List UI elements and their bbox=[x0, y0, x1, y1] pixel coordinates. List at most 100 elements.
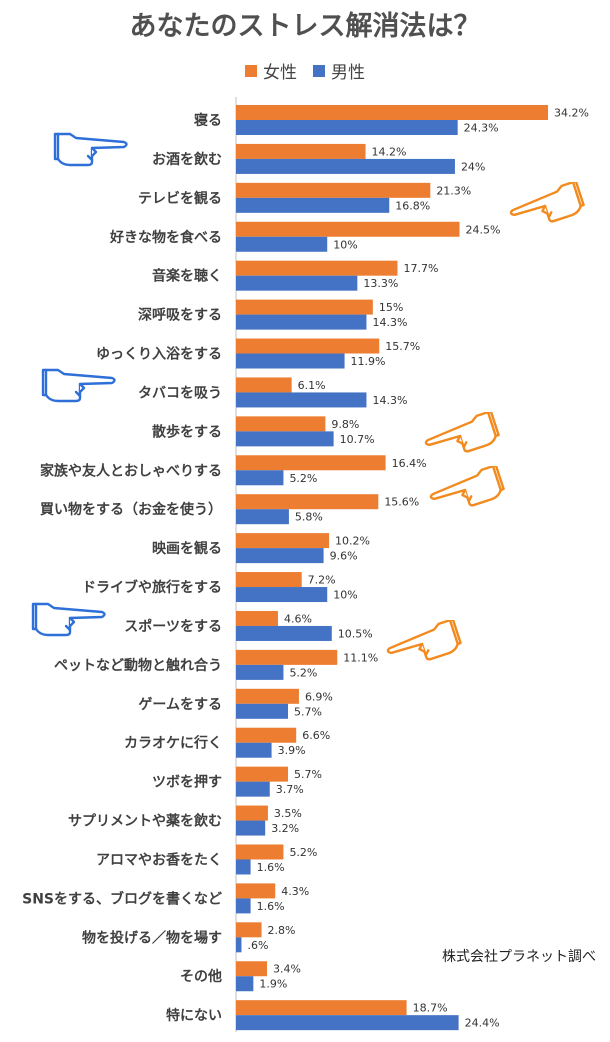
bar-female bbox=[236, 143, 366, 159]
value-label-female: 14.2% bbox=[372, 145, 407, 158]
category-label: ゲームをする bbox=[138, 696, 222, 713]
value-label-male: 10.7% bbox=[340, 433, 375, 446]
value-label-female: 4.3% bbox=[281, 885, 309, 898]
value-label-male: 5.2% bbox=[289, 472, 317, 485]
bar-female bbox=[236, 338, 380, 354]
legend-swatch-female bbox=[245, 64, 257, 77]
bar-male bbox=[236, 431, 334, 447]
bar-female bbox=[236, 221, 460, 237]
legend-item-male: 男性 bbox=[313, 58, 365, 83]
value-label-male: 14.3% bbox=[372, 394, 407, 407]
bar-male bbox=[236, 353, 345, 369]
category-label: 散歩をする bbox=[152, 423, 222, 440]
value-label-male: 5.7% bbox=[294, 705, 322, 718]
bar-female bbox=[236, 766, 288, 782]
bar-female bbox=[236, 610, 278, 626]
bar-male bbox=[236, 509, 289, 525]
value-label-male: 24.4% bbox=[465, 1017, 500, 1030]
category-label: お酒を飲む bbox=[152, 151, 222, 168]
value-label-female: 6.9% bbox=[305, 690, 333, 703]
value-label-male: 1.6% bbox=[257, 900, 285, 913]
bar-female bbox=[236, 377, 292, 393]
bar-male bbox=[236, 158, 455, 174]
bar-female bbox=[236, 688, 299, 704]
bar-female bbox=[236, 572, 302, 588]
legend: 女性 男性 bbox=[0, 58, 610, 83]
value-label-female: 5.7% bbox=[294, 768, 322, 781]
pointing-hand-icon bbox=[424, 412, 500, 453]
bar-female bbox=[236, 105, 548, 120]
category-label: 映画を観る bbox=[152, 540, 222, 557]
bar-male bbox=[236, 781, 270, 797]
bar-male bbox=[236, 976, 254, 992]
category-label: その他 bbox=[180, 968, 222, 985]
bar-male bbox=[236, 236, 328, 252]
bar-female bbox=[236, 922, 262, 938]
legend-label-female: 女性 bbox=[263, 63, 297, 83]
value-label-male: 10% bbox=[333, 238, 357, 251]
value-label-female: 3.4% bbox=[273, 963, 301, 976]
category-label: 好きな物を食べる bbox=[109, 229, 222, 246]
value-label-female: 11.1% bbox=[343, 651, 378, 664]
bar-female bbox=[236, 533, 330, 549]
value-label-female: 15.7% bbox=[385, 340, 420, 353]
bar-female bbox=[236, 883, 276, 899]
bar-male bbox=[236, 937, 242, 953]
category-label: タバコを吸う bbox=[138, 385, 222, 401]
bar-male bbox=[236, 548, 324, 564]
value-label-female: 9.8% bbox=[331, 418, 359, 431]
category-label: スポーツをする bbox=[124, 618, 222, 635]
category-label: テレビを観る bbox=[138, 190, 222, 207]
value-label-female: 21.3% bbox=[436, 184, 471, 197]
category-label: 買い物をする（お金を使う） bbox=[40, 501, 222, 518]
bar-male bbox=[236, 742, 272, 758]
value-label-male: .6% bbox=[247, 939, 268, 952]
category-label: ペットなど動物と触れ合う bbox=[54, 657, 222, 674]
category-label: 特にない bbox=[166, 1007, 222, 1024]
category-label: 寝る bbox=[194, 112, 222, 129]
value-label-male: 1.6% bbox=[257, 861, 285, 874]
value-label-male: 3.2% bbox=[271, 822, 299, 835]
category-label: サプリメントや薬を飲む bbox=[68, 813, 222, 830]
bar-female bbox=[236, 1000, 407, 1016]
category-label: ゆっくり入浴をする bbox=[96, 346, 222, 363]
value-label-female: 6.6% bbox=[302, 729, 330, 742]
bar-female bbox=[236, 727, 297, 743]
value-label-female: 5.2% bbox=[289, 846, 317, 859]
value-label-male: 14.3% bbox=[372, 316, 407, 329]
value-label-female: 3.5% bbox=[274, 807, 302, 820]
value-label-female: 15.6% bbox=[384, 496, 419, 509]
category-label: 物を投げる／物を場す bbox=[82, 929, 222, 946]
pointing-hand-icon bbox=[53, 132, 128, 167]
bar-female bbox=[236, 260, 398, 276]
category-label: アロマやお香をたく bbox=[96, 851, 222, 868]
category-label: SNSをする、ブログを書くなど bbox=[22, 890, 222, 907]
legend-swatch-male bbox=[313, 64, 325, 77]
pointing-hand-icon bbox=[31, 602, 106, 637]
value-label-female: 6.1% bbox=[298, 379, 326, 392]
value-label-female: 15% bbox=[379, 301, 403, 314]
value-label-male: 13.3% bbox=[363, 277, 398, 290]
value-label-male: 5.2% bbox=[289, 666, 317, 679]
value-label-female: 4.6% bbox=[284, 612, 312, 625]
category-label: カラオケに行く bbox=[124, 735, 222, 752]
legend-item-female: 女性 bbox=[245, 58, 297, 83]
value-label-male: 24.3% bbox=[464, 122, 499, 135]
pointing-hand-icon bbox=[386, 620, 462, 661]
bar-male bbox=[236, 703, 288, 719]
bar-female bbox=[236, 455, 386, 471]
pointing-hand-icon bbox=[41, 368, 116, 403]
value-label-male: 9.6% bbox=[330, 550, 358, 563]
value-label-female: 2.8% bbox=[268, 924, 296, 937]
value-label-male: 1.9% bbox=[259, 978, 287, 991]
bar-male bbox=[236, 392, 367, 408]
value-label-male: 3.9% bbox=[278, 744, 306, 757]
chart-title: あなたのストレス解消法は？ bbox=[129, 11, 481, 42]
pointing-hand-icon bbox=[509, 182, 585, 223]
value-label-male: 3.7% bbox=[276, 783, 304, 796]
value-label-male: 16.8% bbox=[395, 199, 430, 212]
pointing-hand-icon bbox=[429, 466, 505, 507]
category-label: 深呼吸をする bbox=[138, 307, 222, 324]
category-label: ツボを押す bbox=[152, 774, 222, 791]
